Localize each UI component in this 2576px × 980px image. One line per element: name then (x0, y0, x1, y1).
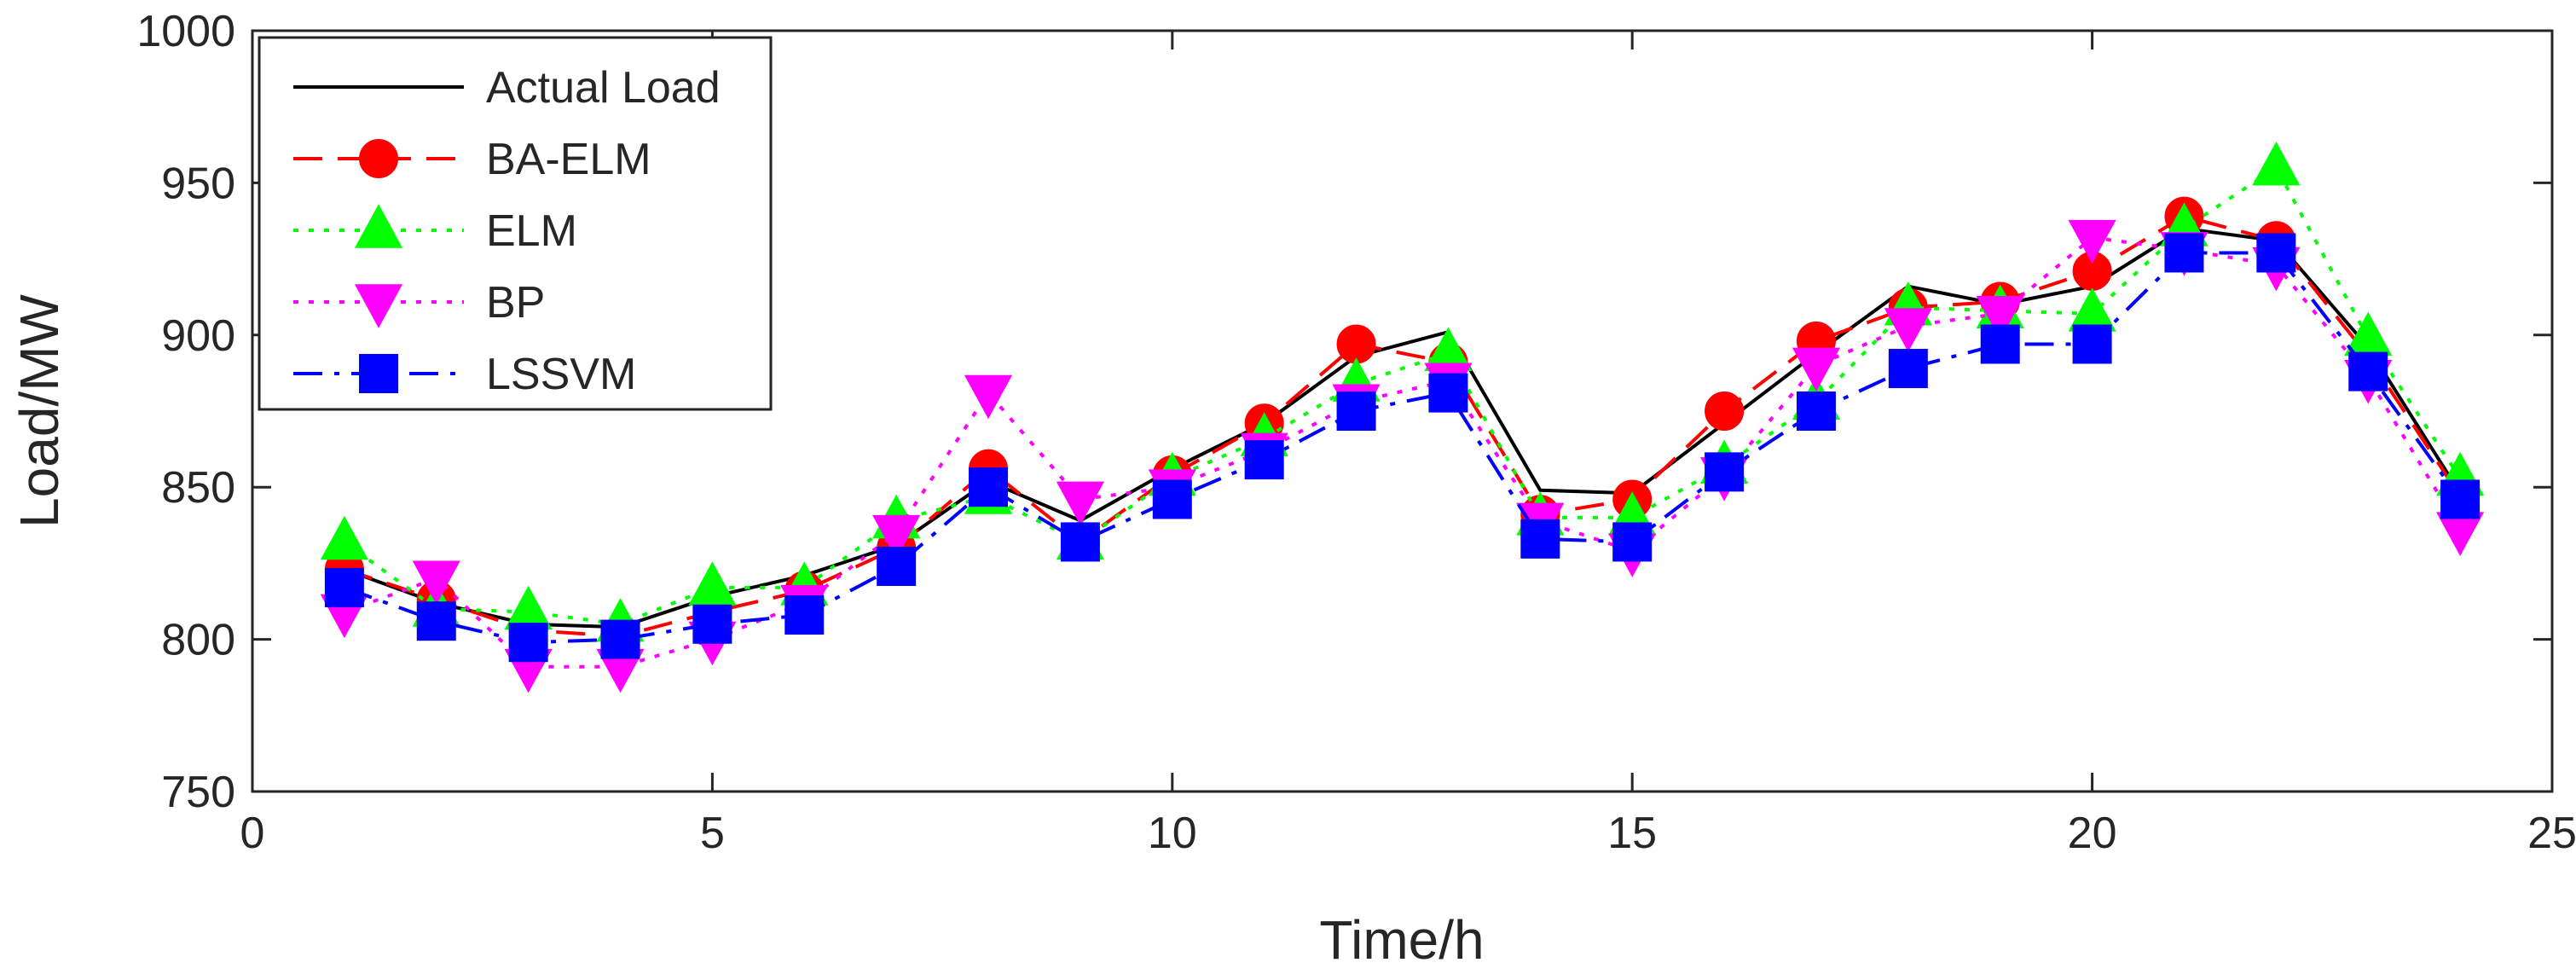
legend: Actual Load BA-ELM ELM BP LSSVM (258, 36, 773, 411)
data-point (688, 561, 737, 606)
legend-entry: LSSVM (293, 350, 636, 399)
data-point (1980, 324, 2020, 364)
axes-box (251, 29, 2554, 793)
legend-label: BP (486, 278, 545, 328)
data-point (1796, 391, 1836, 431)
x-tick-label: 25 (2527, 809, 2576, 858)
legend-marker (354, 204, 403, 248)
data-point (1888, 349, 1928, 389)
data-point (1612, 522, 1653, 562)
legend-entry: Actual Load (293, 63, 721, 113)
data-point (1428, 373, 1468, 413)
legend-label: BA-ELM (486, 135, 651, 184)
data-point (2164, 233, 2204, 273)
axes-layer (251, 29, 2554, 793)
legend-marker (354, 284, 403, 328)
data-point (1792, 347, 1841, 392)
data-point (877, 546, 917, 586)
data-point (2068, 219, 2116, 264)
legend-label: LSSVM (486, 350, 636, 399)
y-tick-label: 850 (161, 463, 235, 513)
data-point (1336, 324, 1376, 364)
data-point (1152, 479, 1192, 519)
data-point (969, 467, 1009, 507)
data-point (1705, 391, 1745, 431)
data-point (2072, 324, 2112, 364)
data-point (1056, 481, 1105, 526)
series-line (343, 165, 2462, 626)
x-tick-label: 10 (1148, 809, 1197, 858)
data-point (2348, 351, 2388, 391)
data-point (2440, 479, 2480, 519)
data-point (600, 619, 640, 659)
legend-label: ELM (486, 206, 577, 256)
y-tick-label: 800 (161, 616, 235, 665)
data-point (416, 601, 456, 641)
data-point (2256, 233, 2296, 273)
data-point (2252, 141, 2301, 186)
legend-box (258, 36, 773, 411)
legend-marker (359, 139, 398, 178)
data-point (508, 623, 548, 663)
y-tick-label: 950 (161, 159, 235, 208)
y-tick-label: 1000 (136, 7, 235, 56)
x-tick-label: 5 (700, 809, 725, 858)
data-point (692, 604, 732, 644)
data-point (320, 515, 368, 560)
data-point (1244, 440, 1284, 480)
x-tick-label: 15 (1607, 809, 1657, 858)
data-point (1336, 391, 1376, 431)
legend-entry: ELM (293, 204, 577, 256)
data-point (324, 567, 364, 607)
data-point (1520, 519, 1560, 559)
y-axis-title: Load/MW (9, 293, 70, 527)
legend-label: Actual Load (486, 63, 721, 113)
data-point (412, 560, 460, 605)
data-point (784, 595, 825, 635)
data-point (964, 374, 1013, 420)
legend-marker (359, 354, 398, 393)
legend-entry: BA-ELM (293, 135, 651, 184)
x-tick-label: 20 (2068, 809, 2117, 858)
data-point (1884, 308, 1932, 352)
x-tick-label: 0 (240, 809, 265, 858)
ticks-layer: 0 5 10 15 20 25 750 800 850 900 950 1000 (136, 7, 2576, 858)
data-point (872, 514, 921, 560)
series-lssvm (324, 233, 2480, 663)
series-layer (320, 141, 2485, 693)
x-axis-title: Time/h (1319, 909, 1484, 971)
y-tick-label: 750 (161, 768, 235, 817)
series-line (344, 235, 2462, 669)
data-point (1976, 296, 2024, 340)
y-tick-label: 900 (161, 311, 235, 361)
data-point (1060, 522, 1100, 562)
data-point (1705, 452, 1745, 492)
legend-entry: BP (293, 278, 545, 328)
